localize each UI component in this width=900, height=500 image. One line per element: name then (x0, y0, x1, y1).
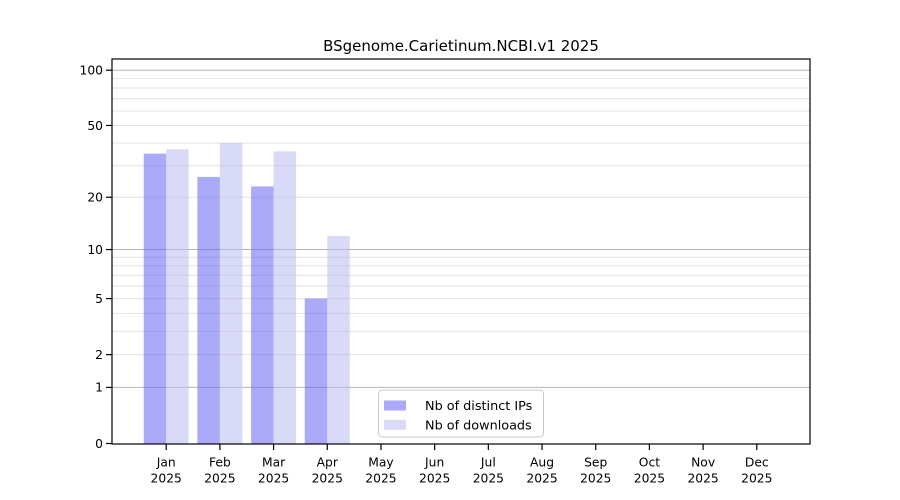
chart-title: BSgenome.Carietinum.NCBI.v1 2025 (323, 37, 599, 55)
plot-area: 0 1 2 5 10 20 50 100 Jan 2025 Feb 2025 Mar 2025 Apr 202… (80, 58, 811, 486)
legend-swatch-distinct-ips-icon (384, 400, 406, 411)
legend: Nb of distinct IPs Nb of downloads (378, 389, 544, 438)
bar-downloads-mar (273, 151, 297, 444)
y-tick-label-100: 100 (80, 64, 103, 78)
y-tick-label-2: 2 (95, 348, 103, 362)
bar-distinct-ips-mar (251, 186, 274, 444)
bar-distinct-ips-feb (197, 176, 220, 444)
y-tick-label-5: 5 (95, 292, 103, 306)
y-tick-label-10: 10 (87, 243, 103, 257)
bar-downloads-feb (219, 143, 243, 444)
x-tick-label-year-mar: 2025 (258, 472, 289, 486)
x-tick-label-month-may: May (368, 456, 393, 470)
x-tick-label-month-jul: Jul (480, 456, 496, 470)
legend-box (378, 389, 544, 438)
x-tick-label-year-nov: 2025 (687, 472, 718, 486)
x-tick-label-month-jun: Jun (424, 456, 444, 470)
bar-distinct-ips-jan (143, 153, 167, 444)
x-tick-label-year-jul: 2025 (473, 472, 504, 486)
x-tick-label-month-mar: Mar (262, 456, 286, 470)
x-tick-label-year-apr: 2025 (312, 472, 343, 486)
x-tick-label-year-aug: 2025 (526, 472, 557, 486)
x-tick-label-year-sep: 2025 (580, 472, 611, 486)
x-tick-label-year-dec: 2025 (741, 472, 772, 486)
plot-border (111, 58, 811, 445)
x-tick-label-month-feb: Feb (209, 456, 231, 470)
x-tick-label-month-jan: Jan (156, 456, 176, 470)
y-tick-label-50: 50 (87, 119, 103, 133)
x-tick-label-year-jun: 2025 (419, 472, 450, 486)
x-tick-label-month-oct: Oct (639, 456, 660, 470)
y-tick-label-0: 0 (95, 437, 103, 451)
x-tick-label-year-may: 2025 (365, 472, 396, 486)
legend-swatch-downloads-icon (384, 419, 406, 430)
x-tick-label-month-sep: Sep (584, 456, 607, 470)
y-tick-label-20: 20 (87, 191, 103, 205)
x-tick-label-month-dec: Dec (745, 456, 769, 470)
y-tick-label-1: 1 (95, 381, 103, 395)
x-tick-label-month-nov: Nov (691, 456, 715, 470)
legend-label-downloads: Nb of downloads (425, 418, 532, 433)
legend-label-distinct-ips: Nb of distinct IPs (425, 399, 533, 414)
bar-downloads-apr (327, 236, 350, 444)
x-tick-label-month-apr: Apr (317, 456, 339, 470)
x-tick-label-year-jan: 2025 (151, 472, 182, 486)
bar-downloads-jan (166, 149, 189, 444)
x-tick-label-year-oct: 2025 (634, 472, 665, 486)
x-tick-label-year-feb: 2025 (204, 472, 235, 486)
bar-distinct-ips-apr (304, 298, 328, 444)
x-tick-label-month-aug: Aug (530, 456, 554, 470)
